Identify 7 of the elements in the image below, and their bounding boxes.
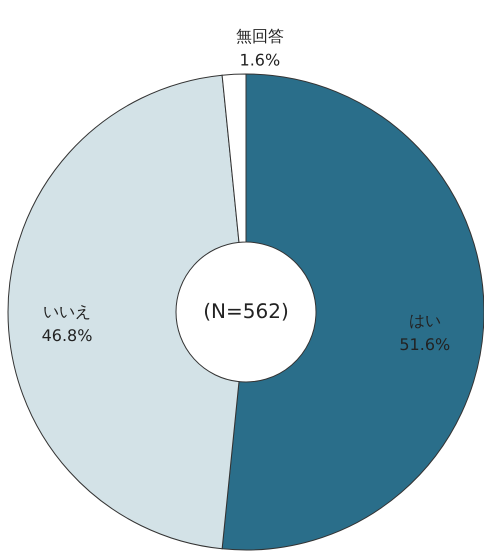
data-label: 1.6% bbox=[240, 50, 280, 70]
data-label: 46.8% bbox=[42, 326, 92, 345]
slice-label: 無回答 bbox=[236, 26, 284, 46]
text: (N=562) bbox=[203, 299, 289, 323]
slice-label: いいえ bbox=[43, 302, 91, 321]
slice-label: はい bbox=[408, 310, 441, 330]
data-label: 51.6% bbox=[399, 334, 450, 354]
